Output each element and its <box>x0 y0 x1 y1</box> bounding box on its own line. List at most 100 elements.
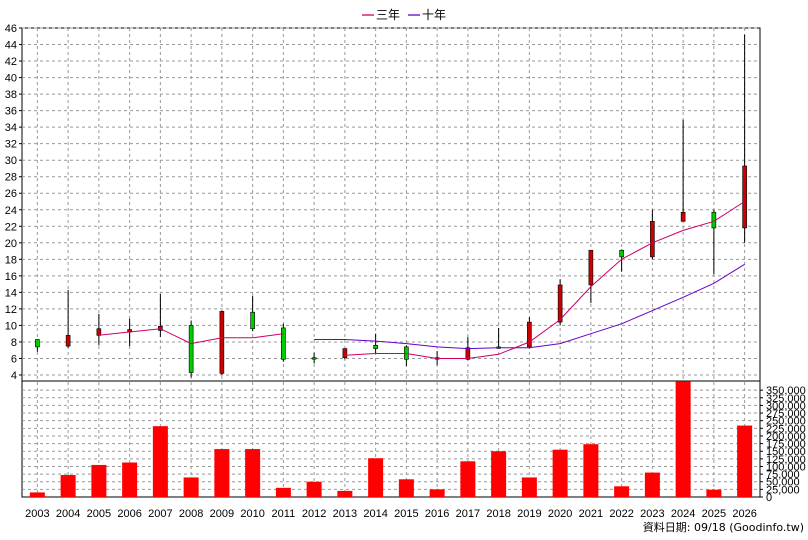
year-tick-label: 2015 <box>394 508 418 520</box>
year-tick-label: 2013 <box>333 508 357 520</box>
volume-bar <box>675 381 691 497</box>
volume-bar <box>737 425 753 497</box>
legend-label-3yr: 三年 <box>376 8 400 22</box>
volume-plot-frame <box>21 380 761 498</box>
price-tick-label: 24 <box>5 205 17 217</box>
candle-body <box>281 327 286 360</box>
volume-tick-label: 75,000 <box>766 469 800 481</box>
series-line <box>314 263 745 350</box>
volume-bars <box>29 381 753 497</box>
volume-tick-label: 150,000 <box>766 446 806 458</box>
year-tick-label: 2005 <box>87 508 111 520</box>
price-tick-label: 32 <box>5 139 17 151</box>
year-tick-label: 2010 <box>240 508 264 520</box>
candle-body <box>619 249 624 258</box>
price-tick-label: 18 <box>5 254 17 266</box>
price-tick-label: 6 <box>11 353 17 365</box>
volume-bar <box>614 486 630 497</box>
candle-body <box>96 328 102 336</box>
price-tick-label: 8 <box>11 337 17 349</box>
price-tick-label: 16 <box>5 271 17 283</box>
volume-bar <box>152 426 168 497</box>
candle-body <box>250 311 255 330</box>
volume-tick-label: 200,000 <box>766 431 806 443</box>
price-tick-label: 28 <box>5 172 17 184</box>
volume-bar <box>706 489 722 497</box>
year-tick-label: 2017 <box>456 508 480 520</box>
year-tick-label: 2004 <box>56 508 80 520</box>
year-tick-label: 2023 <box>640 508 664 520</box>
volume-bar <box>306 481 322 497</box>
legend: 三年 十年 <box>362 8 446 22</box>
volume-bar <box>275 487 291 497</box>
candle-body <box>742 165 747 229</box>
volume-bar <box>491 451 507 497</box>
volume-bar <box>521 477 537 497</box>
price-tick-label: 14 <box>5 287 17 299</box>
volume-bar <box>644 472 660 497</box>
volume-tick-label: 225,000 <box>766 423 806 435</box>
candle-body <box>65 335 71 347</box>
candle-body <box>465 347 471 360</box>
price-tick-label: 10 <box>5 320 17 332</box>
candle-body <box>35 339 40 348</box>
volume-bar <box>91 464 107 497</box>
year-tick-label: 2003 <box>25 508 49 520</box>
price-tick-label: 36 <box>5 106 17 118</box>
volume-tick-label: 350,000 <box>766 385 806 397</box>
series-line <box>98 201 745 359</box>
price-tick-label: 30 <box>5 155 17 167</box>
footer-source: 資料日期: 09/18 (Goodinfo.tw) <box>643 520 804 534</box>
volume-bar <box>460 461 476 497</box>
price-tick-label: 22 <box>5 221 17 233</box>
price-tick-label: 42 <box>5 56 17 68</box>
year-tick-label: 2020 <box>548 508 572 520</box>
year-tick-label: 2024 <box>671 508 695 520</box>
volume-tick-label: 100,000 <box>766 461 806 473</box>
year-tick-label: 2021 <box>579 508 603 520</box>
year-tick-label: 2019 <box>517 508 541 520</box>
candle-body <box>527 321 532 348</box>
moving-average-lines <box>98 201 745 359</box>
year-tick-label: 2022 <box>609 508 633 520</box>
volume-tick-label: 175,000 <box>766 439 806 451</box>
volume-tick-label: 0 <box>766 492 772 504</box>
price-tick-label: 20 <box>5 238 17 250</box>
volume-bar <box>583 444 599 497</box>
volume-axis: 025,00050,00075,000100,000125,000150,000… <box>760 385 806 504</box>
volume-bar <box>183 477 199 497</box>
year-tick-label: 2011 <box>272 508 296 520</box>
year-tick-label: 2026 <box>732 508 756 520</box>
grid <box>22 27 760 497</box>
year-tick-label: 2018 <box>486 508 510 520</box>
candle-body <box>557 284 563 323</box>
year-tick-label: 2014 <box>363 508 387 520</box>
volume-bar <box>337 490 353 497</box>
year-tick-label: 2025 <box>702 508 726 520</box>
candle-body <box>588 249 594 286</box>
volume-tick-label: 300,000 <box>766 400 806 412</box>
year-tick-label: 2016 <box>425 508 449 520</box>
volume-bar <box>368 458 384 497</box>
candles <box>35 34 747 378</box>
price-plot-frame <box>21 27 761 382</box>
price-tick-label: 44 <box>5 40 17 52</box>
volume-bar <box>29 492 45 497</box>
volume-tick-label: 250,000 <box>766 416 806 428</box>
legend-label-10yr: 十年 <box>422 8 446 22</box>
year-tick-label: 2009 <box>210 508 234 520</box>
volume-tick-label: 125,000 <box>766 454 806 466</box>
volume-bar <box>398 479 414 497</box>
candle-body <box>188 325 194 373</box>
volume-tick-label: 275,000 <box>766 408 806 420</box>
volume-bar <box>122 462 138 497</box>
volume-bar <box>245 449 261 497</box>
price-tick-label: 38 <box>5 89 17 101</box>
year-tick-label: 2008 <box>179 508 203 520</box>
price-tick-label: 34 <box>5 122 17 134</box>
volume-bar <box>60 475 76 497</box>
candle-body <box>680 211 686 222</box>
year-tick-label: 2006 <box>117 508 141 520</box>
price-axis: 4681012141618202224262830323436384042444… <box>5 23 22 382</box>
